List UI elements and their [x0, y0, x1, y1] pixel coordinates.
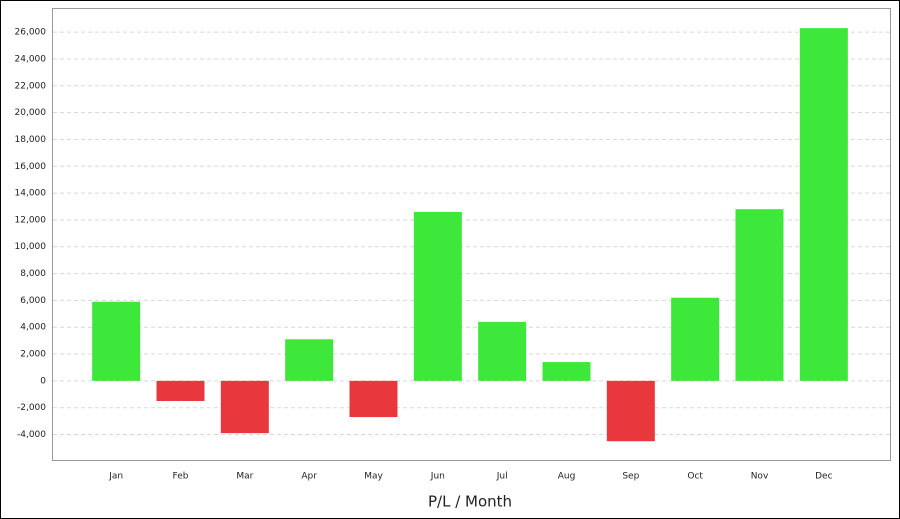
y-tick-label: 10,000	[15, 242, 47, 252]
y-tick-label: 22,000	[15, 81, 47, 91]
x-tick-label: Dec	[815, 472, 832, 482]
x-tick-label: Jun	[430, 472, 445, 482]
y-tick-label: 16,000	[15, 162, 47, 172]
y-tick-label: 18,000	[15, 135, 47, 145]
bar	[285, 339, 334, 381]
y-tick-label: 20,000	[15, 108, 47, 118]
x-tick-label: Oct	[687, 472, 703, 482]
y-tick-label: -2,000	[17, 403, 46, 413]
bar	[92, 301, 141, 381]
y-tick-label: 14,000	[15, 189, 47, 199]
bar	[799, 28, 848, 381]
x-tick-label: Sep	[622, 472, 639, 482]
x-tick-label: Feb	[173, 472, 189, 482]
bar	[606, 380, 655, 442]
y-tick-label: 2,000	[20, 350, 46, 360]
x-tick-label: Aug	[558, 472, 576, 482]
x-tick-label: Nov	[751, 472, 769, 482]
bar	[671, 297, 720, 381]
bar	[413, 211, 462, 381]
bar	[478, 321, 527, 381]
x-tick-label: May	[364, 472, 383, 482]
y-tick-label: 24,000	[15, 54, 47, 64]
x-tick-label: Apr	[301, 472, 317, 482]
x-tick-label: Jan	[108, 472, 123, 482]
bar	[156, 380, 205, 401]
y-tick-label: 0	[40, 376, 46, 386]
bar	[735, 209, 784, 381]
x-axis-label: P/L / Month	[428, 493, 512, 511]
bar	[220, 380, 269, 434]
y-tick-label: 12,000	[15, 215, 47, 225]
bar	[349, 380, 398, 418]
y-tick-label: 8,000	[20, 269, 46, 279]
y-tick-label: -4,000	[17, 430, 46, 440]
bar	[542, 362, 591, 381]
x-tick-label: Mar	[236, 472, 253, 482]
y-tick-label: 6,000	[20, 296, 46, 306]
y-tick-label: 26,000	[15, 28, 47, 38]
y-tick-label: 4,000	[20, 323, 46, 333]
x-tick-label: Jul	[496, 472, 508, 482]
